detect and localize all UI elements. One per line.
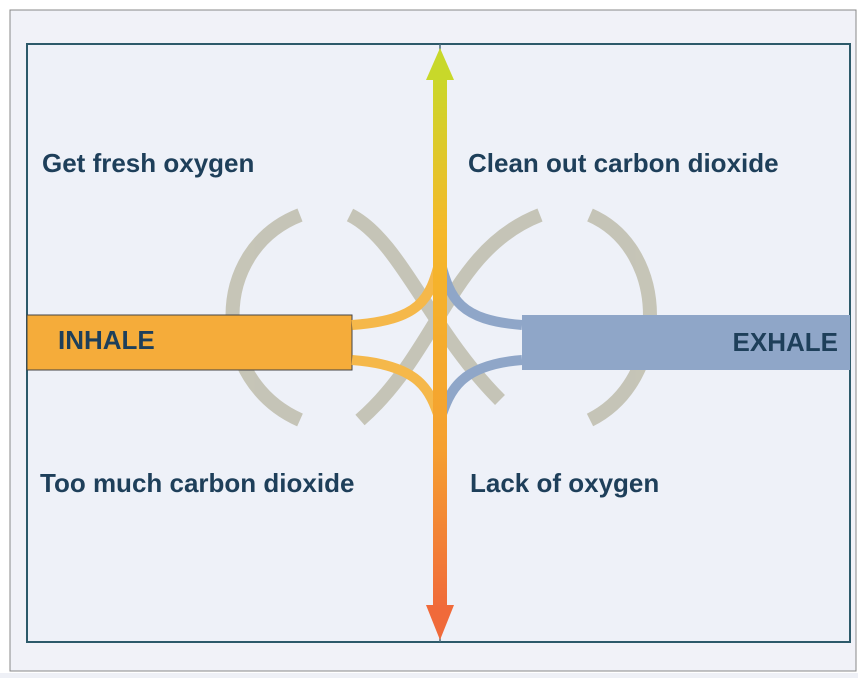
label: Lack of oxygen: [470, 468, 659, 498]
diagram: Get fresh oxygen Clean out carbon dioxid…: [0, 0, 858, 673]
label: Too much carbon dioxide: [40, 468, 354, 498]
label: Get fresh oxygen: [42, 148, 254, 178]
exhale-label: EXHALE: [733, 327, 838, 357]
twisted-axis: [433, 70, 447, 610]
label: Clean out carbon dioxide: [468, 148, 779, 178]
page: Get fresh oxygen Clean out carbon dioxid…: [0, 0, 858, 673]
inhale-label: INHALE: [58, 325, 155, 355]
